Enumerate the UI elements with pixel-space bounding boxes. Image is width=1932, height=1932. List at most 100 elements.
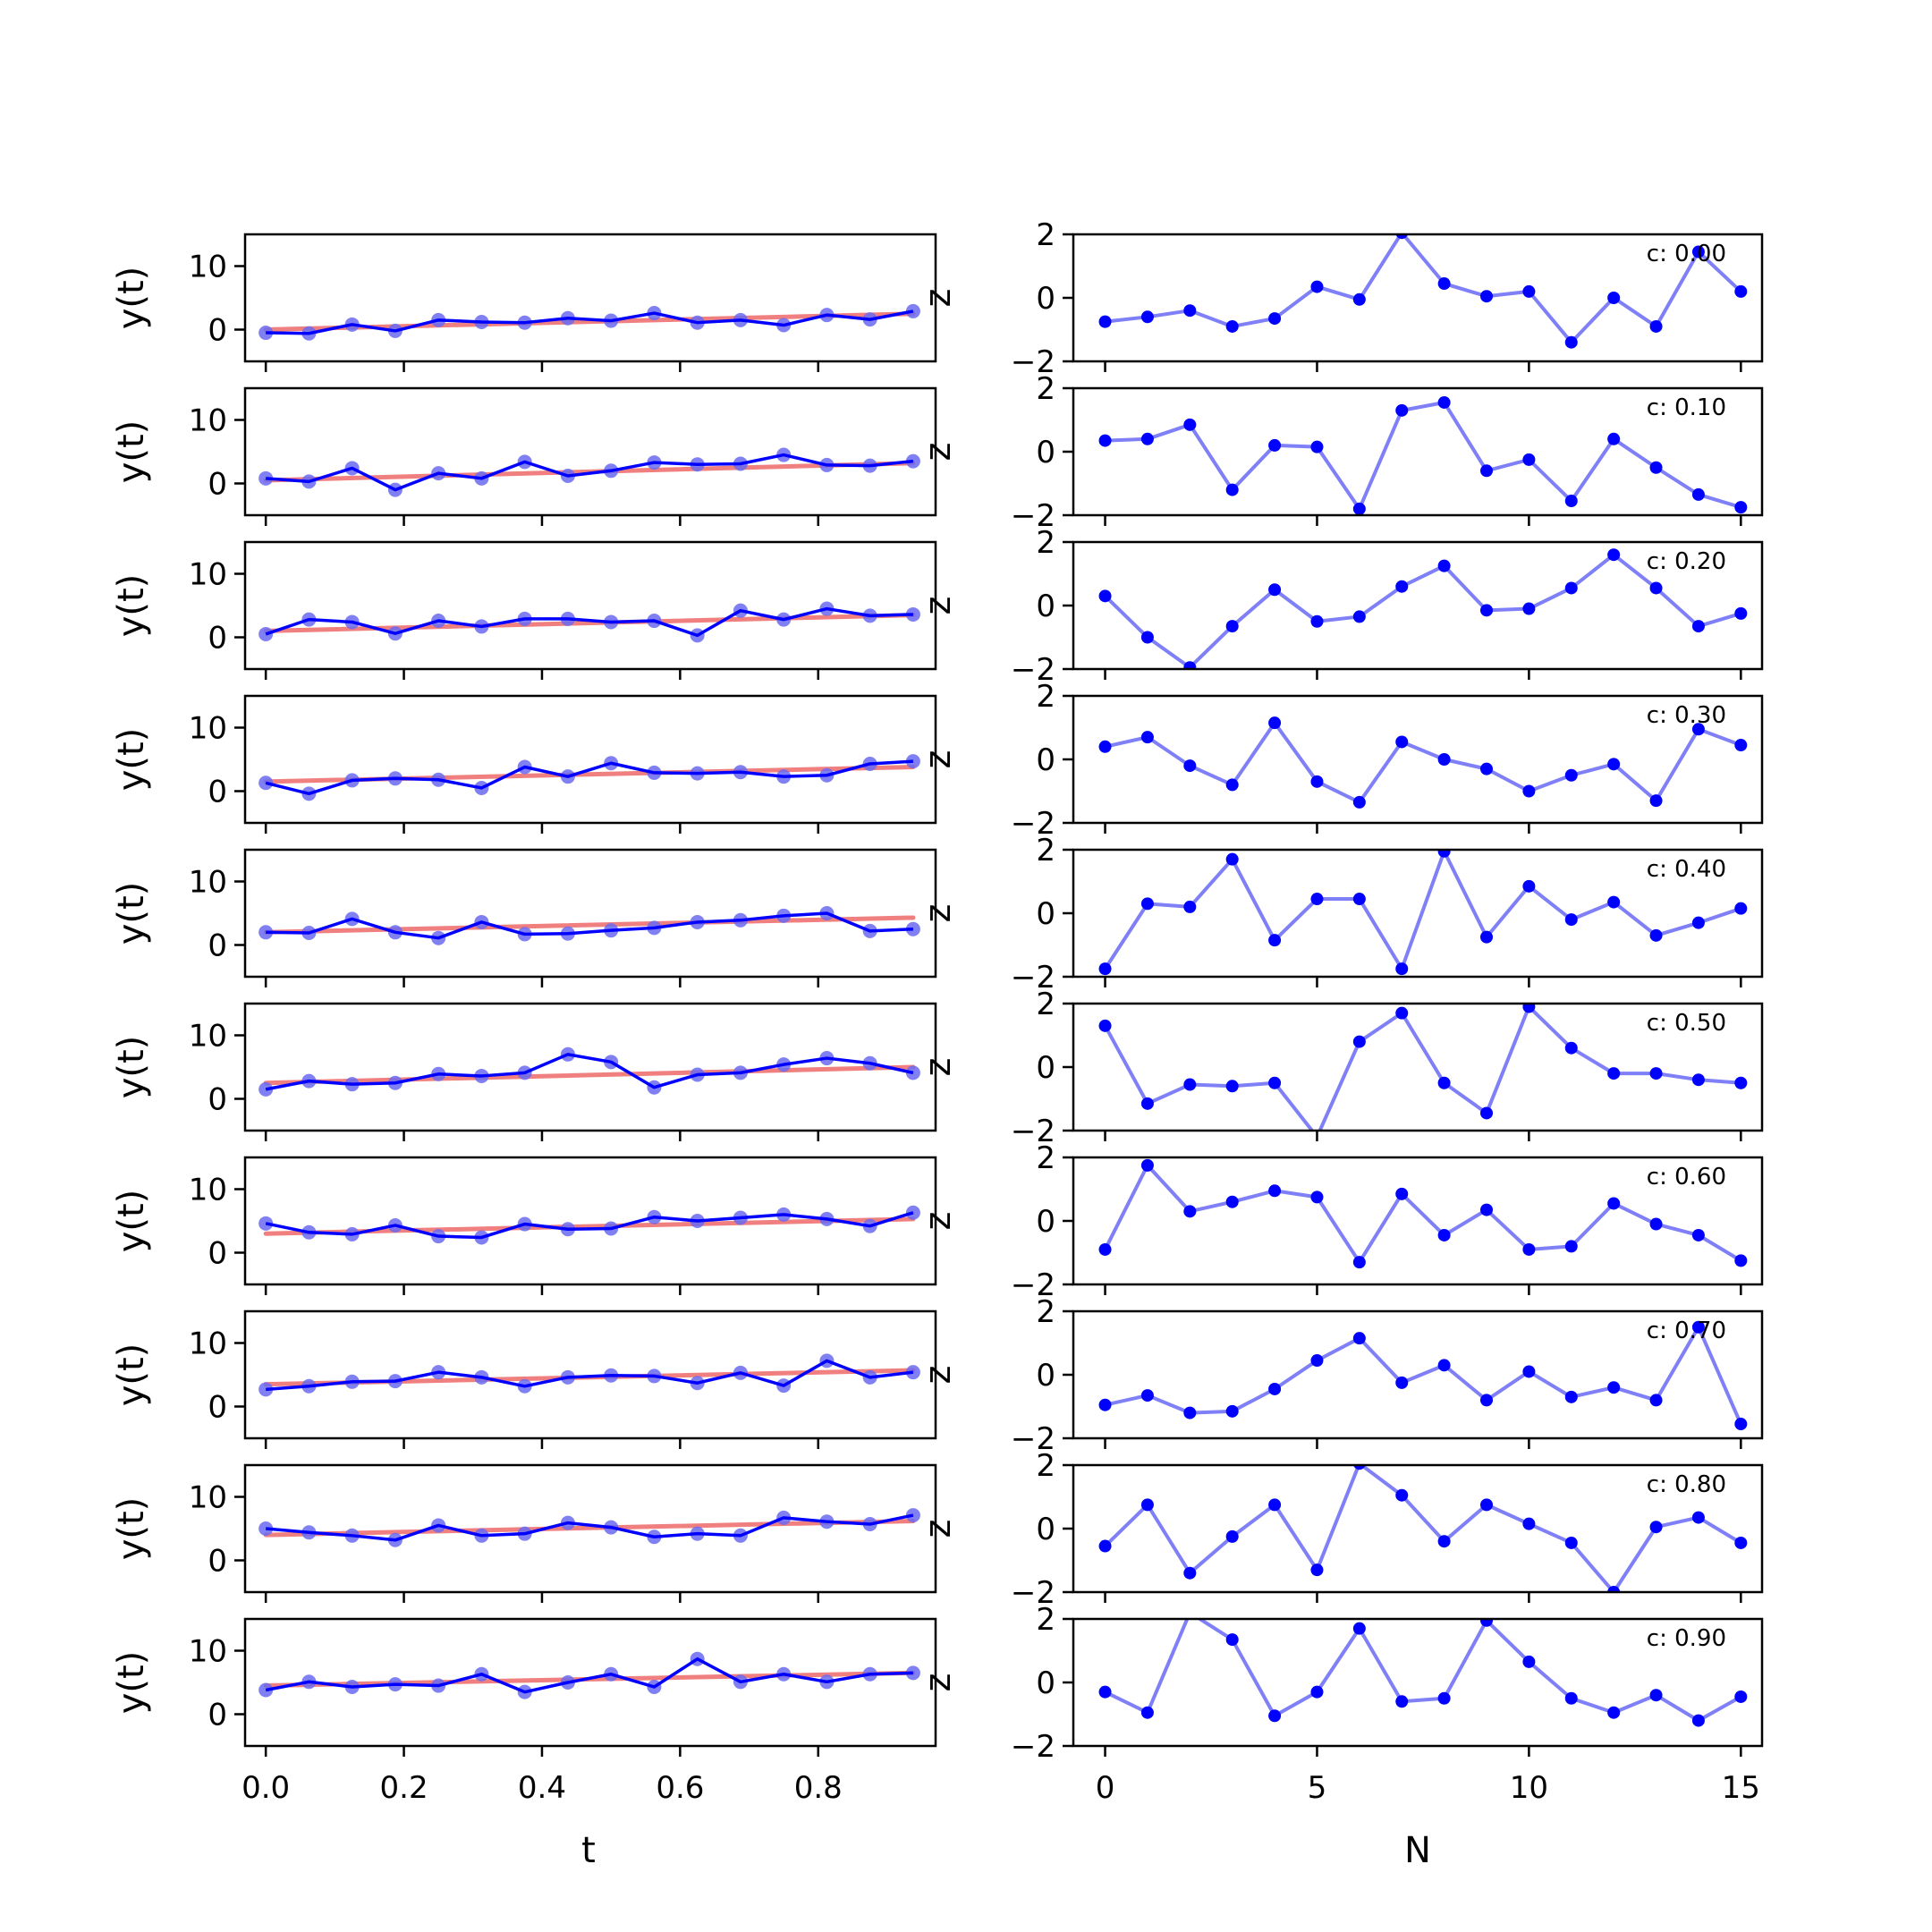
- c-value-label: c: 0.60: [1647, 1164, 1726, 1191]
- y-tick-label: 0: [1036, 589, 1055, 624]
- y-tick-label: 10: [189, 1480, 227, 1516]
- z-series-point: [1691, 723, 1705, 736]
- left-axes-frame: [243, 694, 937, 825]
- z-series-point: [1183, 1078, 1197, 1091]
- z-series-point: [1564, 335, 1578, 349]
- z-series-point: [1225, 1404, 1239, 1418]
- y-tick-label: −2: [1011, 344, 1055, 380]
- y-axis-label: y(t): [111, 267, 152, 330]
- z-series-point: [1352, 1035, 1366, 1048]
- z-series-point: [1395, 580, 1409, 593]
- z-series-point: [1691, 1228, 1705, 1241]
- z-series-point: [1649, 461, 1663, 474]
- z-series-point: [1225, 1080, 1239, 1093]
- y-tick-label: 10: [189, 1173, 227, 1208]
- y-tick-label: 0: [1036, 435, 1055, 470]
- z-series-point: [1098, 1398, 1112, 1411]
- z-series-point: [1098, 962, 1112, 976]
- z-series-point: [1734, 1418, 1748, 1431]
- z-series-point: [1564, 1390, 1578, 1403]
- y-tick-label: 0: [1036, 1665, 1055, 1701]
- data-line: [265, 1211, 914, 1240]
- z-series-point: [1691, 1073, 1705, 1087]
- y-tick-label: 0: [208, 621, 227, 657]
- y-tick-label: −2: [1011, 1114, 1055, 1149]
- y-tick-label: 0: [208, 775, 227, 810]
- c-value-label: c: 0.70: [1647, 1318, 1726, 1344]
- y-tick-label: 2: [1036, 1294, 1055, 1330]
- z-series-point: [1310, 1354, 1324, 1368]
- left-panel: 0 10 y(t): [111, 848, 937, 987]
- left-panel: 0 10 y(t): [111, 1002, 937, 1141]
- z-series-point: [1522, 602, 1536, 615]
- z-series-point: [1140, 1097, 1154, 1110]
- z-series-point: [1310, 1685, 1324, 1699]
- z-series-point: [1522, 1517, 1536, 1530]
- y-axis-label: y(t): [111, 882, 152, 945]
- left-axes-frame: [243, 540, 937, 671]
- z-series-point: [1607, 548, 1621, 562]
- z-series-point: [1649, 1394, 1663, 1407]
- z-series-point: [1734, 1076, 1748, 1089]
- z-series-point: [1607, 432, 1621, 445]
- z-series-point: [1268, 1382, 1282, 1395]
- x-tick-label: 0: [1096, 1770, 1115, 1806]
- fit-line: [263, 1518, 916, 1538]
- z-series-point: [1225, 852, 1239, 866]
- z-series-point: [1183, 418, 1197, 431]
- data-line: [266, 453, 914, 492]
- z-series-point: [1691, 487, 1705, 501]
- right-plot-area: [1098, 395, 1748, 515]
- right-plot-area: [1098, 1320, 1748, 1431]
- z-series-point: [1310, 775, 1324, 788]
- y-tick-label: 0: [1036, 1050, 1055, 1086]
- z-series-point: [1564, 913, 1578, 927]
- z-series-point: [1395, 234, 1409, 240]
- z-series-point: [1268, 1184, 1282, 1198]
- z-series-point: [1564, 581, 1578, 595]
- z-axis-label: z: [918, 1520, 959, 1538]
- z-series-point: [1564, 1240, 1578, 1253]
- z-series-point: [1437, 1359, 1451, 1372]
- z-series-point: [1607, 1067, 1621, 1080]
- y-axis-label: y(t): [111, 1343, 152, 1407]
- z-series-point: [1607, 895, 1621, 909]
- y-tick-label: 0: [1036, 742, 1055, 778]
- y-tick-label: 0: [208, 928, 227, 964]
- z-series-point: [1140, 310, 1154, 324]
- z-series-point: [1353, 1465, 1366, 1470]
- z-series-point: [1352, 1256, 1366, 1269]
- data-line: [266, 1359, 914, 1392]
- z-series-point: [1352, 1332, 1366, 1345]
- right-panel: c: 0.90 −2 0 2 0 5 10 15 z: [918, 1602, 1764, 1806]
- x-tick-label: 15: [1722, 1770, 1760, 1806]
- right-plot-area: [1098, 548, 1748, 669]
- z-series-point: [1480, 762, 1493, 775]
- z-series-point: [1268, 312, 1282, 326]
- z-series-point: [1649, 1217, 1663, 1231]
- z-series-point: [1098, 589, 1112, 603]
- z-series-point: [1225, 620, 1239, 633]
- y-tick-label: −2: [1011, 806, 1055, 842]
- left-column-panels: 0 10 y(t) 0 10 y(t) 0 10 y(t) 0 10 y(t) 0 10 y(t) 0 10 y(…: [111, 233, 937, 1806]
- y-axis-label: y(t): [111, 1190, 152, 1253]
- z-series-line: [1105, 234, 1742, 344]
- z-axis-label: z: [918, 1674, 959, 1692]
- z-series-line: [1105, 1325, 1743, 1425]
- z-series-point: [1522, 784, 1536, 798]
- z-series-point: [1734, 1690, 1748, 1703]
- c-value-label: c: 0.30: [1647, 702, 1726, 729]
- z-series-point: [1480, 1203, 1493, 1216]
- left-panel: 0 10 y(t): [111, 386, 937, 526]
- z-series-point: [1734, 501, 1748, 514]
- y-tick-label: −2: [1011, 652, 1055, 688]
- z-series-point: [1607, 1197, 1621, 1210]
- z-series-point: [1140, 631, 1154, 644]
- y-tick-label: 2: [1036, 371, 1055, 407]
- z-series-point: [1183, 900, 1197, 913]
- z-axis-label: z: [918, 1058, 959, 1077]
- c-value-label: c: 0.20: [1647, 548, 1726, 575]
- y-axis-label: y(t): [111, 420, 152, 484]
- z-series-point: [1098, 1019, 1112, 1032]
- z-series-point: [1437, 1535, 1451, 1548]
